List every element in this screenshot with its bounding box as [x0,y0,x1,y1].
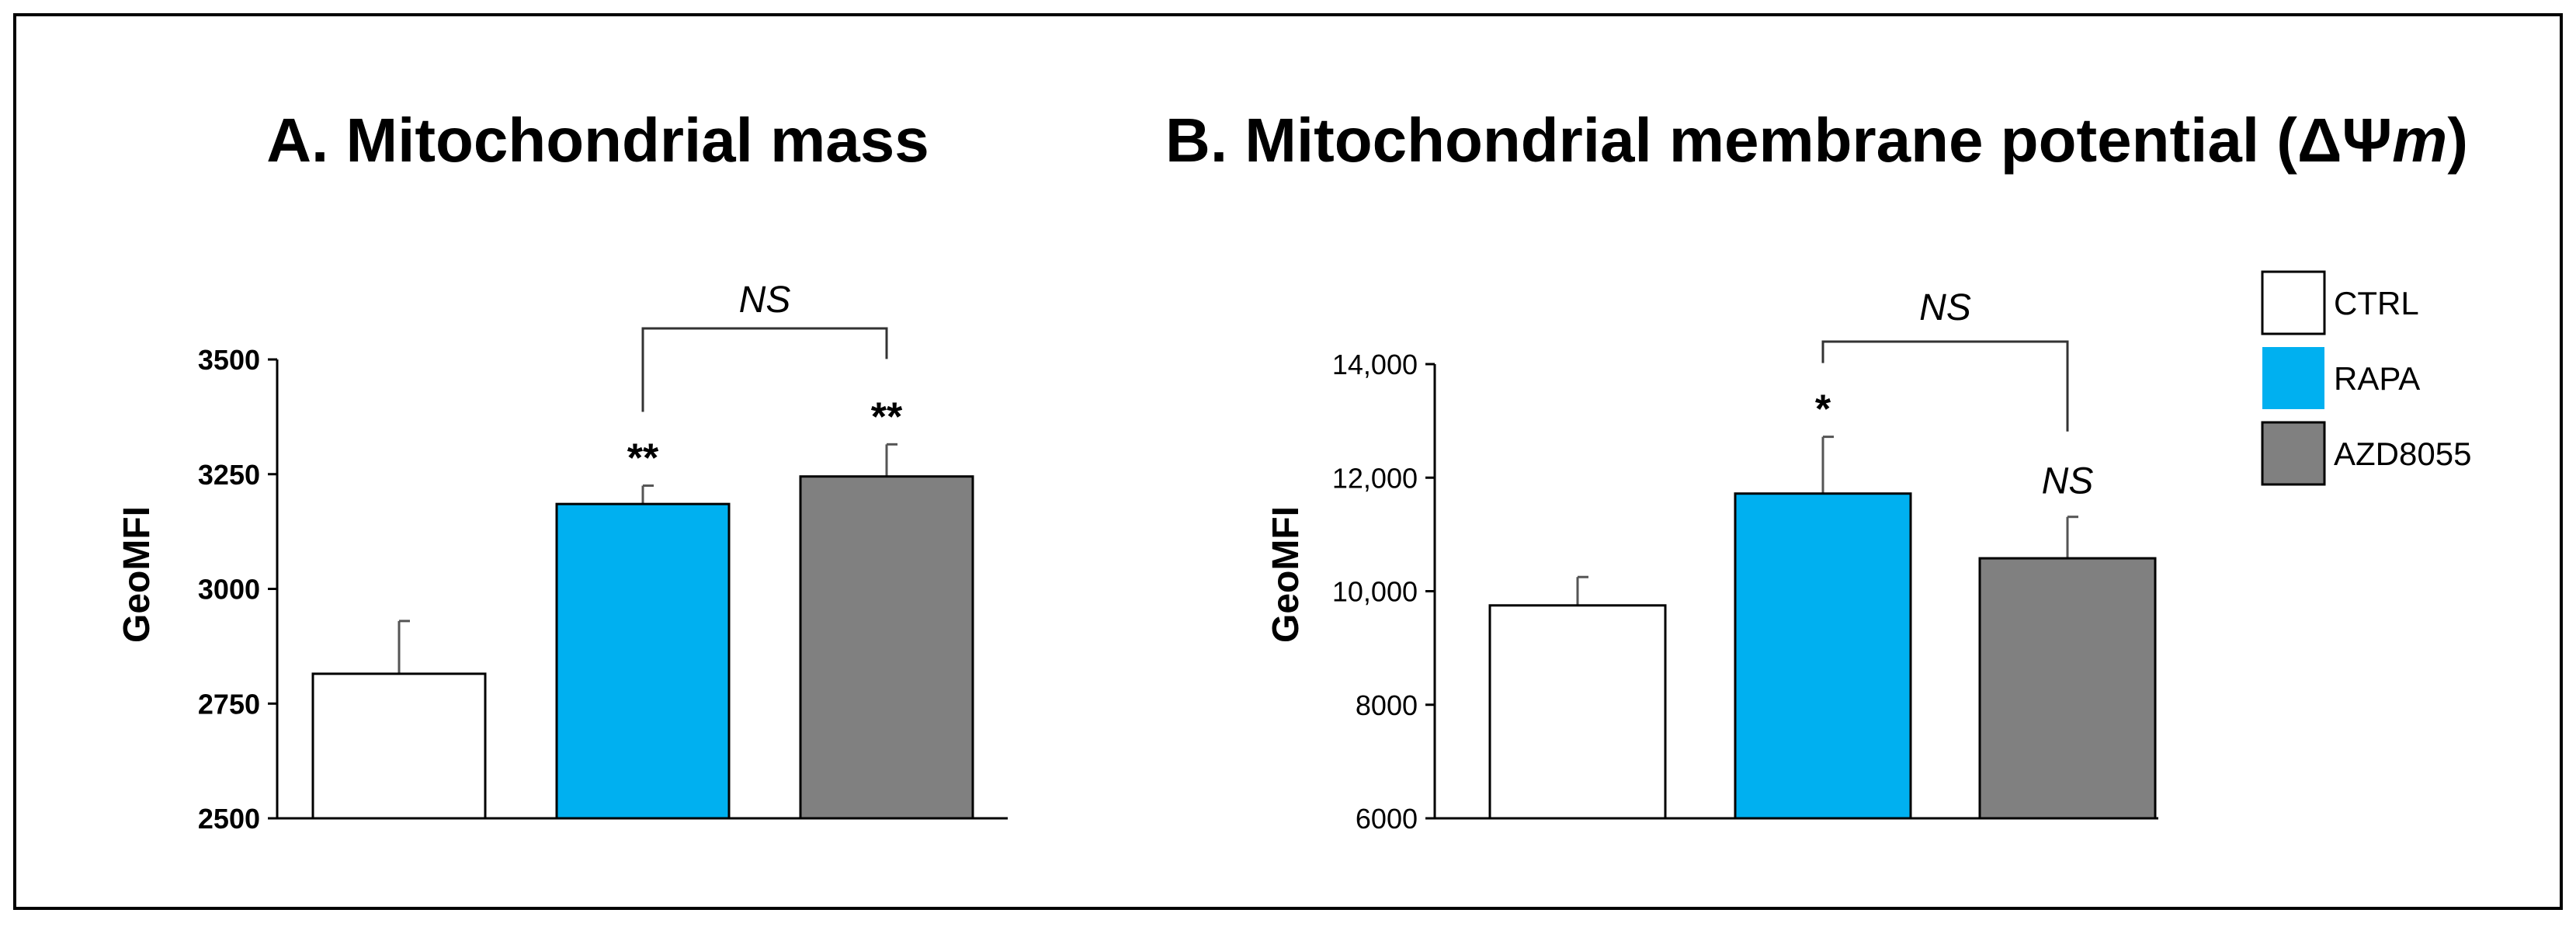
legend-label-ctrl: CTRL [2334,285,2419,321]
chart-a-comparison-bracket [641,327,888,412]
chart-b-ytick-label: 12,000 [1332,462,1418,494]
chart-a-ytick-label: 2750 [198,688,260,720]
chart-a-ytick-label: 3250 [198,459,260,491]
chart-a-bar-azd8055 [799,475,974,820]
legend-swatch-rapa [2262,347,2324,409]
chart-a-ylabel: GeoMFI [116,506,158,643]
chart-a-ytick-label: 3000 [198,574,260,606]
chart-b-ytick-label: 10,000 [1332,576,1418,608]
chart-b-ylabel: GeoMFI [1265,506,1307,643]
chart-a-bracket-label: NS [739,279,791,321]
chart-b-ytick-label: 14,000 [1332,349,1418,380]
chart-b-ytick-label: 8000 [1356,689,1418,721]
chart-a: 2500 2750 3000 3250 3500 ** ** NS [198,279,1008,835]
legend-swatch-azd8055 [2261,421,2326,486]
legend: CTRL RAPA AZD8055 [2261,270,2471,486]
chart-a-bar-rapa [555,502,731,820]
figure-border [13,13,2563,910]
chart-b-bracket-label: NS [1919,287,1971,328]
chart-b-comparison-bracket [1821,340,2069,432]
legend-label-azd8055: AZD8055 [2334,436,2471,472]
chart-b-title: B. Mitochondrial membrane potential (ΔΨm… [1165,106,2468,175]
chart-a-ytick-label: 2500 [198,803,260,835]
chart-b-significance-rapa: * [1815,387,1831,432]
chart-b-bar-rapa [1734,492,1912,820]
legend-label-rapa: RAPA [2334,360,2420,397]
chart-a-title: A. Mitochondrial mass [266,106,929,175]
chart-a-bar-ctrl [311,672,487,820]
chart-a-significance-azd8055: ** [871,394,903,439]
chart-b: 6000 8000 10,000 12,000 14,000 * NS NS [1332,287,2158,835]
chart-b-significance-azd8055: NS [2042,461,2094,502]
chart-b-ytick-label: 6000 [1356,803,1418,835]
chart-a-ytick-label: 3500 [198,344,260,376]
legend-swatch-ctrl [2261,270,2326,335]
chart-b-bar-azd8055 [1978,557,2157,820]
chart-a-significance-rapa: ** [627,436,659,481]
chart-b-bar-ctrl [1488,604,1667,820]
